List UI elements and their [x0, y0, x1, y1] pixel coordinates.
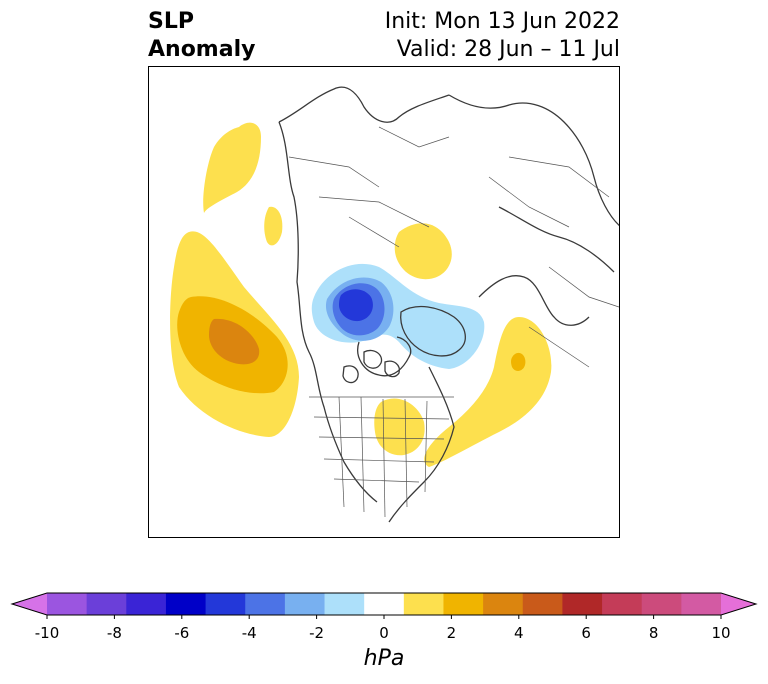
colorbar-bin — [86, 593, 127, 615]
colorbar-bin — [126, 593, 167, 615]
positive-anomaly-north-atlantic-core — [511, 352, 526, 371]
colorbar-bin — [641, 593, 682, 615]
positive-anomaly-north-pacific-core — [209, 318, 260, 365]
colorbar-tick-label: -4 — [241, 624, 257, 642]
colorbar-bin — [205, 593, 246, 615]
colorbar-bin — [47, 593, 88, 615]
map-svg — [170, 86, 619, 523]
colorbar-tick-label: -6 — [174, 624, 190, 642]
colorbar-bin — [165, 593, 207, 615]
colorbar-tick-label: -2 — [309, 624, 325, 642]
title-variable-line1: SLP — [148, 9, 194, 34]
colorbar-unit-label: hPa — [363, 646, 405, 671]
negative-anomaly-arctic-core — [339, 289, 373, 322]
colorbar-bin — [403, 593, 444, 615]
colorbar-bin — [284, 593, 326, 615]
colorbar-svg — [10, 592, 758, 619]
title-variable-line2: Anomaly — [148, 37, 256, 62]
chart-title: SLP Anomaly — [148, 8, 255, 64]
colorbar-bin — [681, 593, 722, 615]
map-panel — [148, 66, 620, 538]
positive-anomaly-alaska-gulf — [203, 122, 261, 213]
init-date: Init: Mon 13 Jun 2022 — [384, 9, 620, 34]
chart-dates: Init: Mon 13 Jun 2022 Valid: 28 Jun – 11… — [385, 8, 620, 64]
anomaly-fields — [170, 122, 552, 467]
colorbar-tick-label: 2 — [446, 624, 457, 642]
positive-anomaly-siberia — [394, 223, 452, 280]
political-borders — [288, 126, 619, 518]
colorbar-tick-label: 0 — [379, 624, 389, 642]
colorbar-tick-label: 6 — [581, 624, 591, 642]
colorbar-tick-label: 10 — [711, 624, 731, 642]
colorbar-bin — [364, 593, 405, 615]
colorbar-bin — [443, 593, 484, 615]
colorbar-bin — [562, 593, 603, 615]
colorbar-bin — [245, 593, 286, 615]
colorbar-bin — [602, 593, 643, 615]
colorbar-bin — [522, 593, 563, 615]
positive-anomaly-bc — [264, 206, 283, 246]
colorbar: -10 -8 -6 -4 -2 0 2 4 6 8 10 hPa — [0, 580, 768, 680]
colorbar-extend-min — [12, 593, 47, 615]
colorbar-tick-label: -8 — [106, 624, 122, 642]
colorbar-tick-label: -10 — [34, 624, 60, 642]
valid-range: Valid: 28 Jun – 11 Jul — [396, 37, 620, 62]
colorbar-bin — [483, 593, 524, 615]
colorbar-bin — [324, 593, 365, 615]
colorbar-tick-label: 4 — [514, 624, 524, 642]
colorbar-tick-label: 8 — [648, 624, 659, 642]
positive-anomaly-great-lakes — [374, 398, 425, 456]
colorbar-extend-max — [721, 593, 756, 615]
